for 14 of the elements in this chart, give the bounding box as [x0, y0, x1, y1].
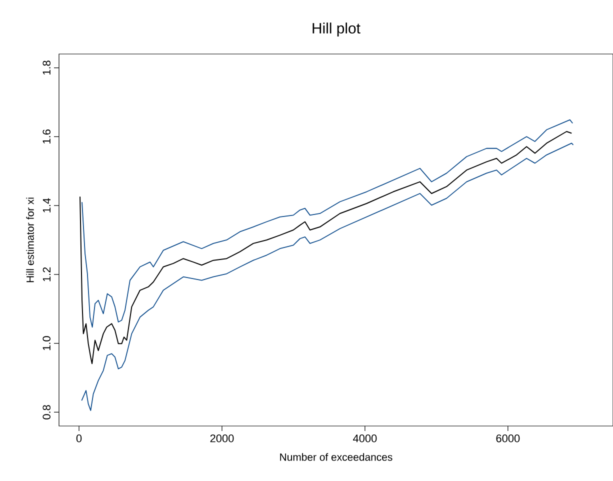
x-tick-label: 0: [76, 434, 82, 442]
line-series: [80, 130, 572, 364]
chart-title: Hill plot: [312, 22, 360, 36]
y-tick-label: 1.4: [42, 198, 50, 212]
y-tick-label: 1.8: [42, 60, 50, 75]
y-tick-label: 1.6: [42, 130, 50, 144]
y-tick-label: 1.0: [42, 336, 50, 350]
x-tick-label: 2000: [210, 434, 234, 442]
x-tick-label: 4000: [353, 434, 377, 442]
y-tick-label: 1.2: [42, 267, 50, 282]
y-tick-label: 0.8: [42, 405, 50, 420]
x-tick-label: 6000: [496, 434, 520, 442]
x-axis-title: Number of exceedances: [280, 453, 392, 461]
y-axis-title: Hill estimator for xi: [26, 198, 34, 282]
